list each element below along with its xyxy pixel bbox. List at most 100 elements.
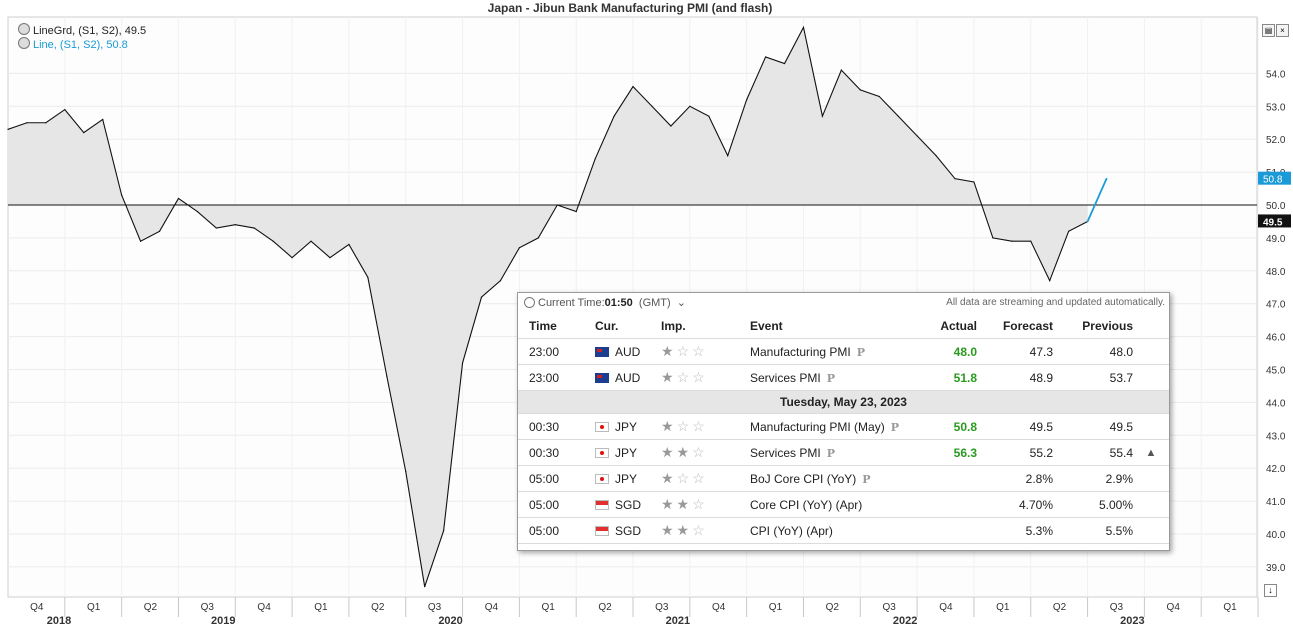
event-time: 05:00 (518, 491, 595, 518)
header-time: Time (518, 313, 595, 339)
star-icon: ★★☆ (661, 496, 708, 512)
y-tick-label: 48.0 (1266, 267, 1286, 278)
legend-linegrd[interactable]: LineGrd, (S1, S2), 49.5 (18, 23, 146, 37)
event-currency: AUD (595, 338, 661, 365)
data-point (139, 240, 142, 242)
data-point (443, 530, 445, 532)
settings-icon[interactable]: ▤ (1262, 24, 1275, 37)
star-icon: ★☆☆ (661, 343, 708, 359)
alert-icon[interactable] (1133, 338, 1169, 365)
alert-icon[interactable] (1133, 517, 1169, 544)
calendar-row[interactable]: 23:00 AUD ★☆☆ Manufacturing PMI P 48.0 47… (518, 338, 1169, 365)
data-point (234, 224, 236, 226)
event-name[interactable]: Core CPI (YoY) (Apr) (750, 491, 920, 518)
legend-line[interactable]: Line, (S1, S2), 50.8 (18, 37, 128, 51)
alert-icon[interactable]: ▲ (1133, 439, 1169, 466)
event-name[interactable]: Services PMI P (750, 364, 920, 391)
preliminary-mark: P (862, 472, 871, 486)
y-tick-label: 50.0 (1266, 201, 1286, 212)
event-actual: 56.3 (920, 439, 977, 466)
currency-code: AUD (615, 370, 641, 385)
chevron-down-icon[interactable]: ⌄ (676, 297, 687, 309)
data-point (935, 155, 937, 157)
importance-stars: ★★☆ (661, 439, 750, 466)
event-name[interactable]: Services PMI P (750, 439, 920, 466)
data-point (802, 26, 805, 28)
window-controls: ▤ × (1262, 20, 1290, 38)
event-actual (920, 491, 977, 518)
export-icon[interactable]: ↓ (1264, 584, 1277, 597)
x-quarter-label: Q1 (769, 602, 783, 613)
x-quarter-label: Q2 (371, 602, 385, 613)
calendar-row[interactable]: 05:00 SGD ★★☆ Core CPI (YoY) (Apr) 4.70%… (518, 491, 1169, 518)
alert-icon[interactable] (1133, 413, 1169, 440)
data-point (499, 280, 502, 282)
event-label: CPI (YoY) (Apr) (750, 523, 833, 538)
data-point (1068, 230, 1070, 232)
current-time[interactable]: Current Time:01:50 (GMT) ⌄ (538, 293, 686, 313)
au-flag-icon (595, 372, 609, 383)
calendar-row[interactable]: 05:00 JPY ★☆☆ BoJ Core CPI (YoY) P 2.8% 2… (518, 465, 1169, 492)
close-icon[interactable]: × (1276, 24, 1289, 37)
data-point (537, 237, 539, 239)
legend-toggle-icon[interactable] (18, 23, 30, 35)
alert-icon[interactable] (1133, 491, 1169, 518)
data-point (405, 470, 407, 473)
event-currency: SGD (595, 491, 661, 518)
x-quarter-label: Q3 (1110, 602, 1124, 613)
x-year-label: 2021 (666, 615, 690, 627)
data-point (651, 105, 653, 107)
data-point (196, 210, 198, 213)
last-value-label: 49.5 (1263, 217, 1283, 228)
y-tick-label: 41.0 (1266, 497, 1286, 508)
data-point (177, 197, 180, 200)
event-time: 05:00 (518, 465, 595, 492)
y-tick-label: 43.0 (1266, 431, 1286, 442)
calendar-row[interactable]: 00:30 JPY ★★☆ Services PMI P 56.3 55.2 55… (518, 439, 1169, 466)
importance-stars: ★☆☆ (661, 413, 750, 440)
data-point (424, 586, 426, 588)
timezone: (GMT) (638, 297, 671, 309)
star-icon: ★☆☆ (661, 470, 708, 486)
star-icon: ★★☆ (661, 522, 708, 538)
event-name[interactable]: Manufacturing PMI (May) P (750, 413, 920, 440)
event-forecast: 49.5 (977, 413, 1053, 440)
x-quarter-label: Q2 (598, 602, 612, 613)
event-currency: JPY (595, 465, 661, 492)
legend-toggle-icon[interactable] (18, 37, 30, 49)
legend-linegrd-label: LineGrd, (S1, S2), 49.5 (33, 25, 147, 37)
y-tick-label: 42.0 (1266, 464, 1286, 475)
event-actual: 50.8 (920, 413, 977, 440)
x-year-label: 2020 (438, 615, 462, 627)
x-quarter-label: Q1 (314, 602, 328, 613)
y-tick-label: 52.0 (1266, 135, 1286, 146)
event-currency: AUD (595, 364, 661, 391)
data-point (821, 115, 824, 117)
data-point (954, 178, 956, 180)
header-importance: Imp. (661, 313, 750, 339)
data-point (632, 85, 634, 88)
calendar-row[interactable]: 05:00 SGD ★★☆ CPI (YoY) (Apr) 5.3% 5.5% (518, 517, 1169, 544)
event-name[interactable]: CPI (YoY) (Apr) (750, 517, 920, 544)
data-point (1011, 240, 1013, 242)
jp-flag-icon (595, 421, 609, 432)
event-forecast: 5.3% (977, 517, 1053, 544)
event-previous: 55.4 (1053, 439, 1133, 466)
event-name[interactable]: Manufacturing PMI P (750, 338, 920, 365)
event-label: Manufacturing PMI (750, 344, 851, 359)
event-forecast: 2.8% (977, 465, 1053, 492)
event-name[interactable]: BoJ Core CPI (YoY) P (750, 465, 920, 492)
alert-icon[interactable] (1133, 465, 1169, 492)
data-point (291, 257, 293, 259)
event-time: 05:00 (518, 517, 595, 544)
event-forecast: 48.9 (977, 364, 1053, 391)
calendar-row[interactable]: 23:00 AUD ★☆☆ Services PMI P 51.8 48.9 53… (518, 364, 1169, 391)
data-point (708, 115, 710, 117)
y-tick-label: 44.0 (1266, 398, 1286, 409)
event-label: BoJ Core CPI (YoY) (750, 471, 857, 486)
event-currency: JPY (595, 439, 661, 466)
x-quarter-label: Q4 (1167, 602, 1181, 613)
calendar-row[interactable]: 00:30 JPY ★☆☆ Manufacturing PMI (May) P 5… (518, 413, 1169, 440)
alert-icon[interactable] (1133, 364, 1169, 391)
streaming-note: All data are streaming and updated autom… (946, 297, 1165, 308)
